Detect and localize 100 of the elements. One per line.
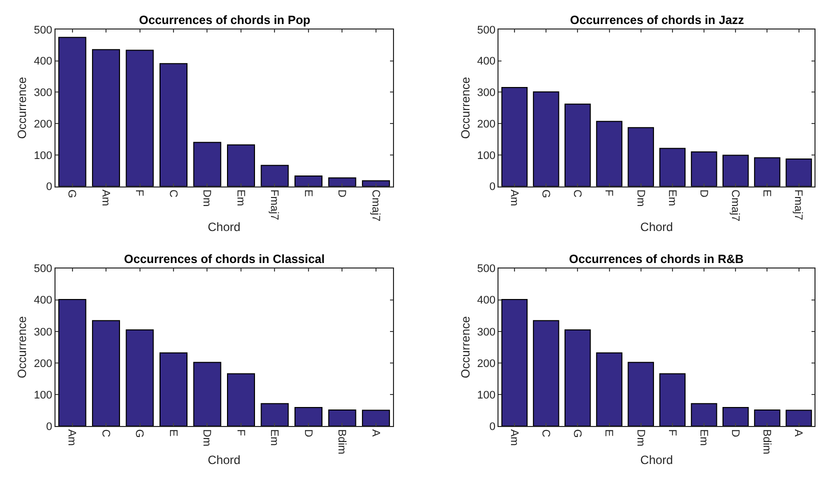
bar — [564, 329, 591, 426]
chart-title: Occurrences of chords in Classical — [124, 252, 325, 266]
x-tick-label: D — [302, 429, 314, 438]
bar — [92, 320, 120, 426]
bar — [226, 144, 255, 186]
y-tick-label: 400 — [477, 294, 496, 307]
y-tick-label: 500 — [477, 263, 496, 276]
y-axis-title: Occurrence — [15, 76, 30, 139]
bar — [532, 91, 560, 186]
bar — [58, 299, 86, 426]
bar — [722, 154, 749, 186]
x-tick-label: A — [792, 429, 804, 438]
y-tick-label: 400 — [477, 56, 496, 68]
bar — [659, 148, 686, 186]
y-tick-label: 300 — [34, 326, 52, 338]
bar — [160, 63, 188, 186]
y-tick-label: 300 — [477, 87, 496, 100]
y-tick-label: 300 — [34, 87, 52, 100]
bar — [260, 403, 289, 426]
x-tick-label: G — [539, 190, 552, 198]
chart-title: Occurrences of chords in Pop — [139, 13, 310, 27]
x-axis-title: Chord — [640, 220, 673, 234]
y-tick-label: 500 — [477, 24, 496, 36]
bar — [160, 352, 188, 426]
x-tick-label: Am — [508, 429, 520, 446]
bar — [596, 352, 622, 426]
x-tick-label: F — [133, 190, 146, 197]
bar — [294, 406, 322, 426]
y-tick-label: 400 — [34, 56, 52, 68]
bar — [126, 50, 154, 186]
x-axis-title: Chord — [208, 220, 240, 234]
bar — [786, 410, 812, 426]
y-tick-label: 300 — [477, 326, 496, 338]
x-tick-label: F — [666, 429, 678, 436]
x-tick-label: F — [234, 429, 246, 436]
x-axis-title: Chord — [640, 453, 673, 468]
x-tick-label: D — [729, 429, 742, 438]
x-tick-label: Am — [66, 429, 78, 446]
bar — [564, 104, 591, 186]
x-tick-label: E — [166, 429, 179, 437]
x-tick-label: Cmaj7 — [729, 190, 742, 222]
x-axis-title: Chord — [208, 453, 240, 468]
bar — [362, 410, 390, 426]
y-tick-label: 0 — [489, 420, 496, 433]
y-tick-label: 100 — [477, 150, 496, 162]
x-tick-label: Em — [268, 429, 280, 446]
x-tick-label: C — [166, 190, 179, 198]
x-tick-label: Em — [697, 429, 710, 446]
bar — [328, 177, 356, 186]
x-tick-label: C — [539, 429, 552, 438]
y-tick-label: 500 — [34, 263, 52, 276]
x-tick-label: Dm — [634, 429, 646, 446]
x-tick-label: G — [133, 429, 146, 438]
x-tick-label: Em — [666, 190, 678, 206]
y-tick-label: 0 — [489, 181, 496, 194]
bar — [754, 409, 780, 426]
bar — [58, 36, 86, 186]
bar — [532, 320, 560, 426]
x-tick-label: A — [369, 429, 382, 438]
y-tick-label: 0 — [46, 420, 52, 433]
y-tick-label: 100 — [34, 389, 52, 402]
x-tick-label: C — [99, 429, 112, 438]
x-tick-label: Bdim — [760, 429, 773, 454]
x-tick-label: Cmaj7 — [369, 190, 382, 222]
bar — [193, 142, 222, 186]
x-tick-label: F — [602, 190, 615, 197]
x-tick-label: Dm — [634, 190, 646, 207]
y-axis-title: Occurrence — [458, 76, 472, 139]
bar — [628, 362, 654, 426]
x-tick-label: E — [302, 190, 314, 197]
x-tick-label: Em — [234, 190, 246, 206]
bar — [690, 151, 718, 186]
bar — [193, 362, 222, 426]
bar — [501, 87, 528, 186]
y-tick-label: 400 — [34, 294, 52, 307]
bar — [501, 299, 528, 426]
x-tick-label: C — [571, 190, 584, 198]
y-tick-label: 200 — [477, 118, 496, 130]
bar — [596, 120, 622, 186]
chart-title: Occurrences of chords in Jazz — [570, 13, 744, 27]
bar — [754, 157, 780, 186]
bar — [362, 180, 390, 186]
y-tick-label: 200 — [34, 358, 52, 370]
x-tick-label: Dm — [200, 190, 213, 207]
y-tick-label: 0 — [46, 181, 52, 194]
x-tick-label: E — [760, 190, 773, 197]
y-tick-label: 200 — [34, 118, 52, 130]
x-tick-label: Am — [99, 190, 112, 206]
bar — [260, 164, 289, 186]
x-tick-label: Fmaj7 — [268, 190, 280, 220]
y-tick-label: 200 — [477, 358, 496, 370]
y-tick-label: 500 — [34, 24, 52, 36]
x-tick-label: E — [602, 429, 615, 437]
y-axis-title: Occurrence — [458, 316, 472, 378]
x-tick-label: D — [697, 190, 710, 198]
bar — [92, 49, 120, 186]
bar — [690, 403, 718, 426]
bar — [226, 373, 255, 426]
bar — [722, 406, 749, 426]
x-tick-label: G — [571, 429, 584, 438]
